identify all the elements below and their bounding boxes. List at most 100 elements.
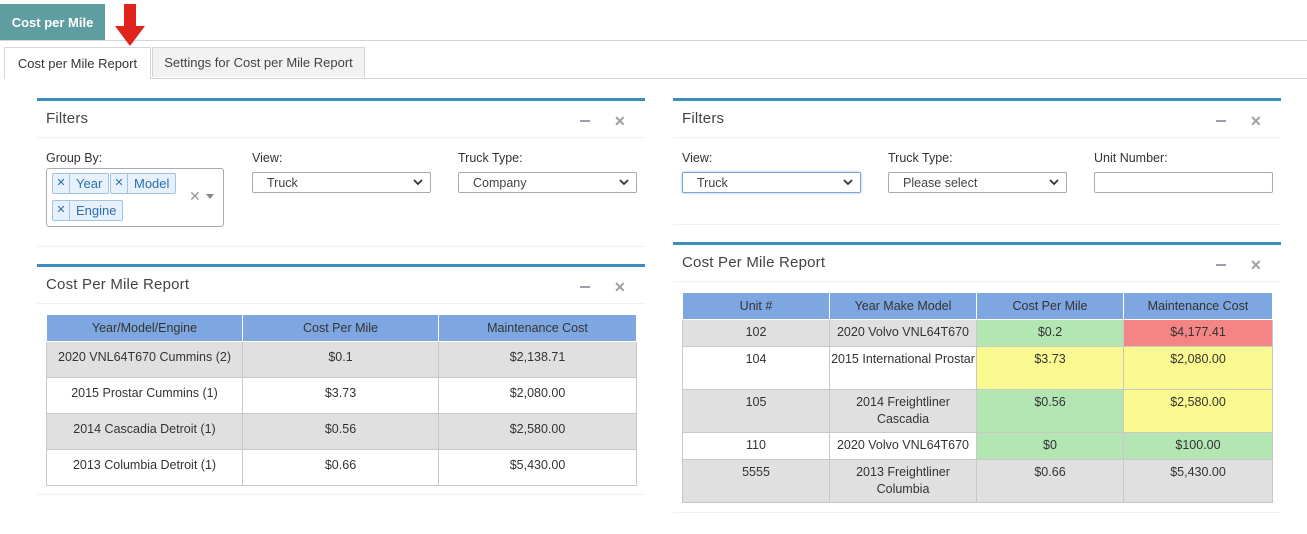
table-cell: 2014 Freightliner Cascadia [829, 389, 977, 433]
panel-footer [673, 224, 1281, 225]
table-row[interactable]: 105 2014 Freightliner Cascadia $0.56 $2,… [682, 389, 1273, 433]
table-cell: $2,580.00 [438, 413, 637, 450]
close-icon[interactable]: ✕ [1250, 113, 1262, 129]
panel-footer [37, 494, 645, 495]
subtab-cost-per-mile-report[interactable]: Cost per Mile Report [4, 47, 151, 79]
remove-chip-icon[interactable]: ✕ [111, 174, 128, 193]
tab-cost-per-mile[interactable]: Cost per Mile [0, 4, 105, 40]
left-filters-panel: Filters ✕ Group By: ✕ Year ✕ Model ✕ Eng… [37, 98, 645, 247]
view-select[interactable]: Truck [252, 172, 431, 193]
unit-number-input[interactable] [1094, 172, 1273, 193]
table-cell: 105 [682, 389, 830, 433]
column-header[interactable]: Maintenance Cost [438, 314, 637, 342]
subtab-settings[interactable]: Settings for Cost per Mile Report [152, 47, 365, 77]
table-cell: 2015 International Prostar [829, 346, 977, 390]
table-cell: 2020 Volvo VNL64T670 [829, 432, 977, 460]
close-icon[interactable]: ✕ [1250, 257, 1262, 273]
table-cell: $0.2 [976, 319, 1124, 347]
minimize-icon[interactable] [580, 113, 592, 125]
table-cell: 2014 Cascadia Detroit (1) [46, 413, 243, 450]
table-cell: 2020 VNL64T670 Cummins (2) [46, 341, 243, 378]
close-icon[interactable]: ✕ [614, 113, 626, 129]
panel-title: Cost Per Mile Report [46, 276, 190, 293]
column-header[interactable]: Maintenance Cost [1123, 292, 1273, 320]
view-label: View: [682, 151, 713, 165]
table-row[interactable]: 2020 VNL64T670 Cummins (2) $0.1 $2,138.7… [46, 341, 637, 378]
chip-year: ✕ Year [52, 173, 110, 194]
table-cell: 2015 Prostar Cummins (1) [46, 377, 243, 414]
right-filters-panel: Filters ✕ View: Truck Truck Type: Please… [673, 98, 1281, 225]
table-cell: $0.1 [242, 341, 439, 378]
table-cell: $2,080.00 [1123, 346, 1273, 390]
remove-chip-icon[interactable]: ✕ [53, 174, 70, 193]
panel-footer [673, 512, 1281, 513]
view-select[interactable]: Truck [682, 172, 861, 193]
table-cell: 2013 Freightliner Columbia [829, 459, 977, 503]
truck-type-select[interactable]: Company [458, 172, 637, 193]
table-row[interactable]: 5555 2013 Freightliner Columbia $0.66 $5… [682, 459, 1273, 503]
truck-type-select-value: Company [473, 175, 527, 190]
chip-label: Year [76, 176, 103, 191]
clear-all-icon[interactable]: ✕ [189, 188, 201, 204]
truck-type-select[interactable]: Please select [888, 172, 1067, 193]
column-header[interactable]: Unit # [682, 292, 830, 320]
column-header[interactable]: Year/Model/Engine [46, 314, 243, 342]
unit-number-label: Unit Number: [1094, 151, 1168, 165]
chip-engine: ✕ Engine [52, 200, 124, 221]
table-header-row: Unit # Year Make Model Cost Per Mile Mai… [682, 292, 1273, 320]
panel-header: Cost Per Mile Report ✕ [673, 245, 1281, 282]
panel-title: Filters [46, 110, 89, 127]
right-report-panel: Cost Per Mile Report ✕ Unit # Year Make … [673, 242, 1281, 513]
table-cell: $0.66 [976, 459, 1124, 503]
truck-type-label: Truck Type: [458, 151, 523, 165]
chevron-down-icon [413, 179, 423, 186]
sub-tab-bar: Cost per Mile Report Settings for Cost p… [4, 47, 1307, 79]
chip-label: Engine [76, 203, 117, 218]
table-cell: 110 [682, 432, 830, 460]
column-header[interactable]: Cost Per Mile [976, 292, 1124, 320]
table-cell: 5555 [682, 459, 830, 503]
table-cell: $0.56 [976, 389, 1124, 433]
table-cell: $5,430.00 [438, 449, 637, 486]
panel-title: Filters [682, 110, 725, 127]
minimize-icon[interactable] [580, 279, 592, 291]
chip-label: Model [134, 176, 170, 191]
table-cell: $100.00 [1123, 432, 1273, 460]
view-select-value: Truck [267, 175, 298, 190]
left-report-table: Year/Model/Engine Cost Per Mile Maintena… [46, 314, 637, 486]
table-row[interactable]: 110 2020 Volvo VNL64T670 $0 $100.00 [682, 432, 1273, 460]
table-row[interactable]: 2014 Cascadia Detroit (1) $0.56 $2,580.0… [46, 413, 637, 450]
view-label: View: [252, 151, 283, 165]
table-row[interactable]: 104 2015 International Prostar $3.73 $2,… [682, 346, 1273, 390]
chevron-down-icon [1049, 179, 1059, 186]
group-by-multiselect[interactable]: ✕ Year ✕ Model ✕ Engine ✕ [46, 168, 224, 227]
table-cell: 102 [682, 319, 830, 347]
table-row[interactable]: 102 2020 Volvo VNL64T670 $0.2 $4,177.41 [682, 319, 1273, 347]
panel-header: Filters ✕ [673, 101, 1281, 138]
panel-footer [37, 246, 645, 247]
close-icon[interactable]: ✕ [614, 279, 626, 295]
table-row[interactable]: 2015 Prostar Cummins (1) $3.73 $2,080.00 [46, 377, 637, 414]
panel-header: Cost Per Mile Report ✕ [37, 267, 645, 304]
column-header[interactable]: Year Make Model [829, 292, 977, 320]
subtab-divider [150, 78, 1307, 79]
truck-type-label: Truck Type: [888, 151, 953, 165]
red-arrow-down-icon [115, 4, 145, 46]
minimize-icon[interactable] [1216, 113, 1228, 125]
table-cell: $0.56 [242, 413, 439, 450]
chevron-down-icon[interactable] [206, 194, 214, 199]
table-row[interactable]: 2013 Columbia Detroit (1) $0.66 $5,430.0… [46, 449, 637, 486]
minimize-icon[interactable] [1216, 257, 1228, 269]
panel-title: Cost Per Mile Report [682, 254, 826, 271]
remove-chip-icon[interactable]: ✕ [53, 201, 70, 220]
table-cell: $2,138.71 [438, 341, 637, 378]
left-report-panel: Cost Per Mile Report ✕ Year/Model/Engine… [37, 264, 645, 495]
truck-type-select-value: Please select [903, 175, 978, 190]
chip-model: ✕ Model [110, 173, 177, 194]
right-report-table: Unit # Year Make Model Cost Per Mile Mai… [682, 292, 1273, 503]
top-tab-divider [0, 40, 1307, 41]
table-cell: $4,177.41 [1123, 319, 1273, 347]
table-cell: $2,080.00 [438, 377, 637, 414]
table-header-row: Year/Model/Engine Cost Per Mile Maintena… [46, 314, 637, 342]
column-header[interactable]: Cost Per Mile [242, 314, 439, 342]
